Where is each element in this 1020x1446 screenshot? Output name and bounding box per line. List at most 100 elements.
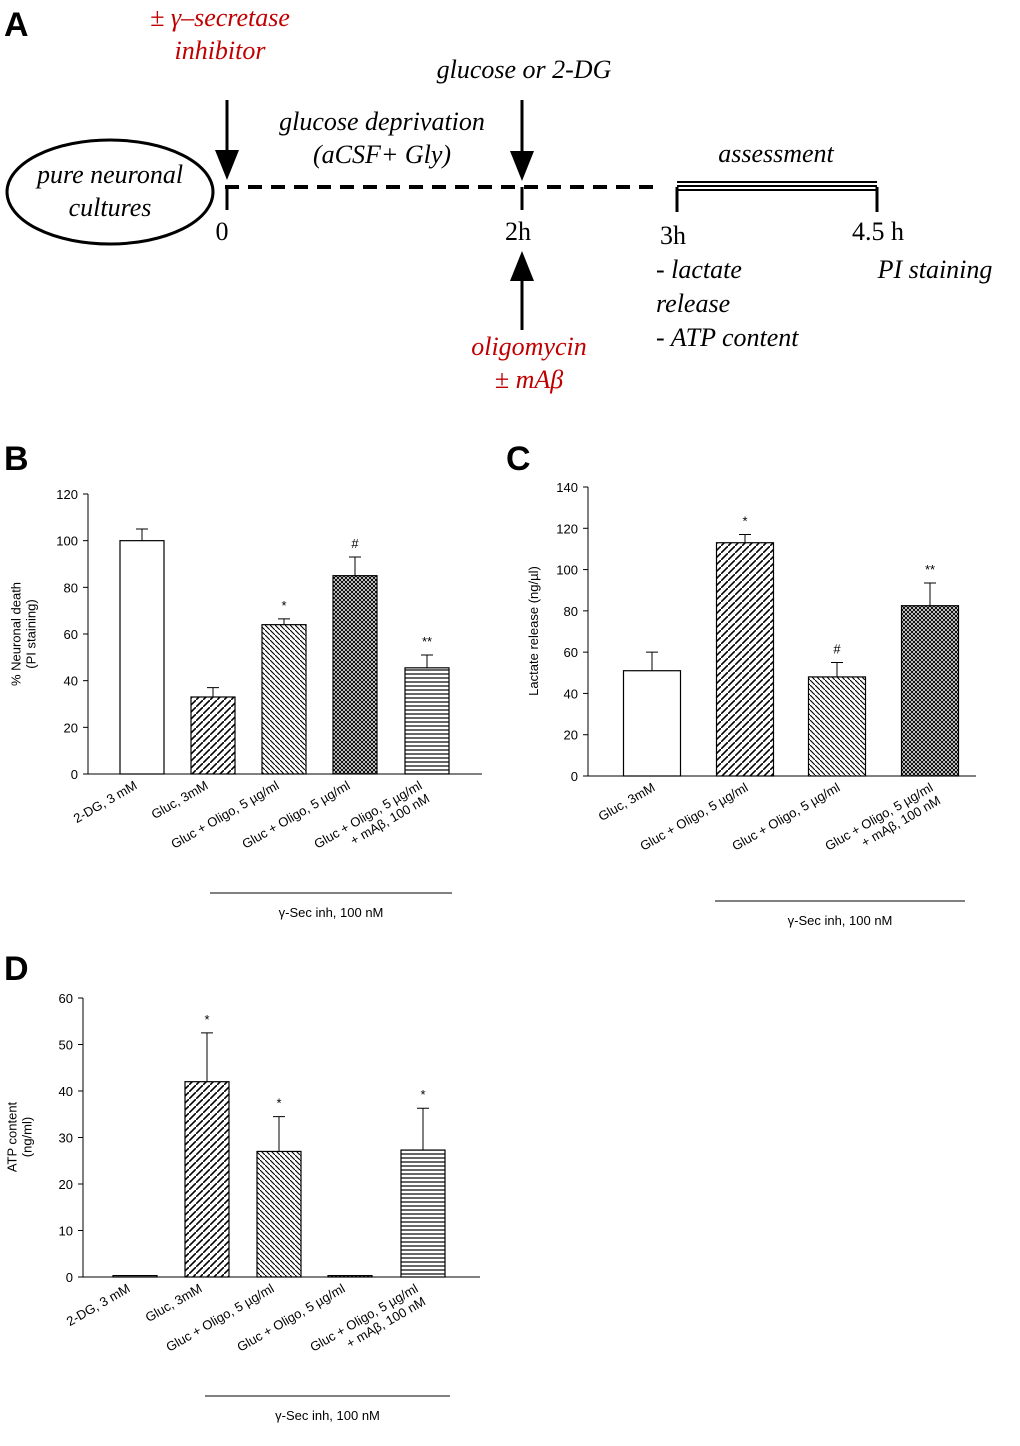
y-axis-label: (PI staining) [24, 599, 39, 668]
y-tick-label: 60 [564, 645, 578, 660]
bar [119, 540, 165, 775]
x-tick-label: Gluc, 3mM [149, 778, 211, 822]
error-bar [417, 1107, 429, 1151]
panel-letter: C [506, 440, 531, 478]
y-tick-label: 40 [64, 674, 78, 689]
x-tick-label-line: 2-DG, 3 mM [64, 1281, 133, 1329]
chart: D ATP content (ng/ml) 0 10 20 30 40 50 60 2-DG, 3 … [4, 950, 480, 1423]
error-bar [421, 654, 433, 668]
panel-letter: A [4, 6, 29, 44]
x-tick-label: 2-DG, 3 mM [71, 778, 140, 826]
deprivation-label: (aCSF+ Gly) [313, 140, 451, 169]
group-label: γ-Sec inh, 100 nM [275, 1408, 380, 1423]
assessment-bar [677, 181, 877, 191]
bar [112, 1275, 158, 1278]
time-ticks [225, 187, 879, 212]
cultures-label: pure neuronal [35, 160, 183, 189]
bar [327, 1275, 373, 1278]
inhibitor-label: ± γ–secretase [150, 3, 290, 32]
y-axis-label: ATP content [5, 1101, 20, 1172]
bar [807, 676, 867, 777]
inhibitor-label: inhibitor [174, 36, 266, 65]
x-tick-label: 2-DG, 3 mM [64, 1281, 133, 1329]
significance-label: * [281, 598, 286, 613]
significance-label: * [742, 513, 747, 528]
significance-label: ** [422, 634, 432, 649]
error-bar [924, 582, 936, 606]
error-bar [207, 687, 219, 697]
y-tick-label: 10 [59, 1224, 73, 1239]
y-axis-label: (ng/ml) [20, 1117, 35, 1157]
y-tick-label: 100 [556, 563, 578, 578]
y-tick-label: 60 [64, 627, 78, 642]
bar [261, 624, 307, 775]
time-label: 2h [505, 217, 531, 246]
panel-a: A ± γ–secretase inhibitor glucose or 2-D… [4, 3, 992, 394]
y-tick-label: 80 [564, 604, 578, 619]
bar [715, 542, 775, 777]
bar [256, 1150, 302, 1278]
y-tick-label: 40 [564, 686, 578, 701]
y-axis-label: % Neuronal death [9, 582, 24, 686]
y-tick-label: 20 [564, 728, 578, 743]
y-tick-label: 120 [556, 521, 578, 536]
deprivation-label: glucose deprivation [279, 107, 485, 136]
x-tick-label: Gluc, 3mM [143, 1281, 205, 1325]
error-bar [273, 1116, 285, 1152]
y-tick-label: 60 [59, 991, 73, 1006]
error-bar [646, 651, 658, 671]
significance-label: # [833, 641, 841, 656]
time-label: 4.5 h [852, 217, 904, 246]
y-tick-label: 80 [64, 580, 78, 595]
x-tick-label: Gluc, 3mM [596, 780, 658, 824]
time-label: 3h [660, 221, 686, 250]
group-label: γ-Sec inh, 100 nM [279, 905, 384, 920]
error-bar [349, 556, 361, 576]
error-bar [136, 528, 148, 541]
bar [190, 696, 236, 775]
significance-label: * [276, 1096, 281, 1111]
pi-label: PI staining [877, 255, 993, 284]
y-tick-label: 0 [71, 767, 78, 782]
significance-label: # [351, 536, 359, 551]
bar [184, 1081, 230, 1278]
panel-letter: B [4, 440, 29, 478]
chart: B % Neuronal death (PI staining) 0 20 40 60 80 1… [4, 440, 482, 920]
measure-label: - ATP content [656, 323, 799, 352]
oligomycin-label: oligomycin [471, 332, 587, 361]
y-tick-label: 20 [59, 1177, 73, 1192]
measure-label: - lactate [656, 255, 742, 284]
assessment-label: assessment [718, 139, 834, 168]
chart: C Lactate release (ng/µl) 0 20 40 60 80 100 120 1… [506, 440, 976, 928]
error-bar [201, 1032, 213, 1082]
significance-label: * [420, 1087, 425, 1102]
y-tick-label: 30 [59, 1131, 73, 1146]
y-tick-label: 100 [56, 534, 78, 549]
x-tick-label-line: Gluc, 3mM [596, 780, 658, 824]
significance-label: * [204, 1012, 209, 1027]
y-tick-label: 120 [56, 487, 78, 502]
bar [404, 667, 450, 775]
bar [332, 575, 378, 775]
significance-label: ** [925, 562, 935, 577]
x-tick-label-line: Gluc, 3mM [149, 778, 211, 822]
glucose-label: glucose or 2-DG [437, 55, 612, 84]
y-tick-label: 0 [66, 1270, 73, 1285]
y-tick-label: 20 [64, 720, 78, 735]
error-bar [278, 618, 290, 625]
cultures-ellipse [5, 138, 215, 246]
error-bar [831, 661, 843, 677]
bar [400, 1149, 446, 1278]
oligomycin-label: ± mAβ [495, 365, 563, 394]
y-tick-label: 50 [59, 1038, 73, 1053]
time-label: 0 [216, 217, 229, 246]
error-bar [739, 533, 751, 543]
bar [900, 605, 960, 777]
y-axis-label: Lactate release (ng/µl) [526, 566, 541, 696]
y-tick-label: 40 [59, 1084, 73, 1099]
x-tick-label-line: Gluc, 3mM [143, 1281, 205, 1325]
y-tick-label: 0 [571, 769, 578, 784]
y-tick-label: 140 [556, 480, 578, 495]
group-label: γ-Sec inh, 100 nM [788, 913, 893, 928]
